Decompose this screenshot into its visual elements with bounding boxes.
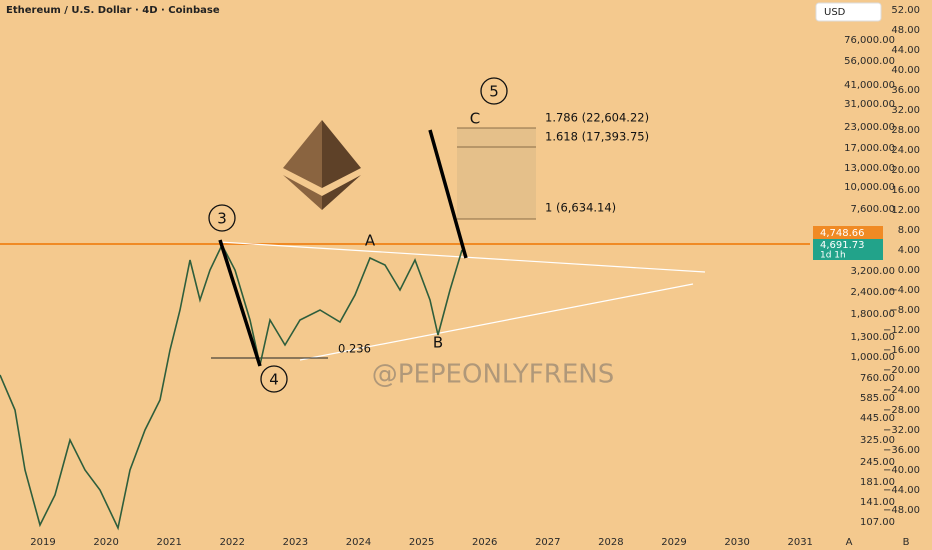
percent-axis-label: 28.00 xyxy=(891,125,920,136)
percent-axis-label: 36.00 xyxy=(891,85,920,96)
axis-button: B xyxy=(903,537,910,548)
countdown: 1d 1h xyxy=(820,251,846,261)
percent-axis-label: −48.00 xyxy=(883,505,920,516)
time-axis-label: 2031 xyxy=(787,537,812,548)
fib-label: 1.618 (17,393.75) xyxy=(545,130,649,144)
percent-axis-label: −24.00 xyxy=(883,385,920,396)
triangle-top xyxy=(219,241,706,273)
last-price: 4,691.73 xyxy=(820,240,865,251)
percent-axis-label: −32.00 xyxy=(883,425,920,436)
percent-axis-label: −12.00 xyxy=(883,325,920,336)
marker-price: 4,748.66 xyxy=(820,228,865,239)
price-axis-label: 31,000.00 xyxy=(844,99,895,110)
price-axis-label: 2,400.00 xyxy=(850,287,895,298)
percent-axis-label: −8.00 xyxy=(889,305,920,316)
price-axis-label: 13,000.00 xyxy=(844,163,895,174)
time-axis-label: 2024 xyxy=(346,537,371,548)
marker-tag xyxy=(813,226,883,239)
price-axis-label: 3,200.00 xyxy=(850,266,895,277)
price-axis-label: 17,000.00 xyxy=(844,143,895,154)
eth-logo xyxy=(283,120,361,210)
percent-axis-label: 16.00 xyxy=(891,185,920,196)
axis-button: A xyxy=(846,537,853,548)
wave-line xyxy=(218,239,262,367)
wave-label: 3 xyxy=(217,210,227,228)
wave-label: 5 xyxy=(489,83,499,101)
price-axis-label: 41,000.00 xyxy=(844,80,895,91)
time-axis-label: 2019 xyxy=(30,537,55,548)
price-axis-label: 1,800.00 xyxy=(850,309,895,320)
currency-label[interactable]: USD xyxy=(824,7,846,18)
price-axis-label: 23,000.00 xyxy=(844,122,895,133)
wave-circles xyxy=(208,77,508,393)
price-axis-label: 141.00 xyxy=(860,497,895,508)
price-axis-label: 56,000.00 xyxy=(844,56,895,67)
price-axis-label: 585.00 xyxy=(860,393,895,404)
time-axis-label: 2025 xyxy=(409,537,434,548)
fib-label: 0.236 xyxy=(338,342,371,356)
watermark: @PEPEONLYFRENS xyxy=(372,360,614,390)
point-label: A xyxy=(365,232,376,250)
percent-axis-label: 52.00 xyxy=(891,5,920,16)
percent-axis-label: −36.00 xyxy=(883,445,920,456)
price-axis-label: 245.00 xyxy=(860,457,895,468)
percent-axis-label: 32.00 xyxy=(891,105,920,116)
percent-axis-label: 48.00 xyxy=(891,25,920,36)
percent-axis-label: −16.00 xyxy=(883,345,920,356)
wave-line xyxy=(428,129,468,259)
symbol-title: Ethereum / U.S. Dollar · 4D · Coinbase xyxy=(6,5,220,16)
price-axis-label: 7,600.00 xyxy=(850,204,895,215)
percent-axis-label: 40.00 xyxy=(891,65,920,76)
fib-lines xyxy=(457,127,536,220)
percent-axis-label: 20.00 xyxy=(891,165,920,176)
price-axis-label: 445.00 xyxy=(860,413,895,424)
price-axis-label: 1,300.00 xyxy=(850,332,895,343)
percent-axis-label: −4.00 xyxy=(889,285,920,296)
percent-axis-label: −28.00 xyxy=(883,405,920,416)
price-axis-label: 76,000.00 xyxy=(844,35,895,46)
time-axis-label: 2027 xyxy=(535,537,560,548)
time-axis-label: 2030 xyxy=(724,537,749,548)
percent-axis-label: 0.00 xyxy=(898,265,920,276)
price-axis-label: 107.00 xyxy=(860,517,895,528)
time-axis-label: 2020 xyxy=(93,537,118,548)
time-axis-label: 2023 xyxy=(283,537,308,548)
time-axis-label: 2021 xyxy=(156,537,181,548)
price-axis-label: 10,000.00 xyxy=(844,182,895,193)
fib-zone xyxy=(457,128,536,219)
time-axis-label: 2028 xyxy=(598,537,623,548)
percent-axis-label: 24.00 xyxy=(891,145,920,156)
time-axis-label: 2022 xyxy=(220,537,245,548)
fib-label: 1.786 (22,604.22) xyxy=(545,111,649,125)
fib-label: 1 (6,634.14) xyxy=(545,201,616,215)
time-axis-label: 2026 xyxy=(472,537,497,548)
price-axis-label: 325.00 xyxy=(860,435,895,446)
percent-axis-label: 8.00 xyxy=(898,225,920,236)
percent-axis-label: 4.00 xyxy=(898,245,920,256)
percent-axis-label: −44.00 xyxy=(883,485,920,496)
percent-axis-label: 12.00 xyxy=(891,205,920,216)
point-label: C xyxy=(470,110,480,128)
time-axis-label: 2029 xyxy=(661,537,686,548)
percent-axis-label: −20.00 xyxy=(883,365,920,376)
percent-axis-label: −40.00 xyxy=(883,465,920,476)
point-label: B xyxy=(433,334,443,352)
price-axis-label: 181.00 xyxy=(860,477,895,488)
currency-button[interactable] xyxy=(815,2,882,22)
price-axis-label: 1,000.00 xyxy=(850,352,895,363)
triangle-bottom xyxy=(299,283,694,361)
price-axis-label: 760.00 xyxy=(860,373,895,384)
last-tag xyxy=(813,239,883,260)
percent-axis-label: 44.00 xyxy=(891,45,920,56)
wave-label: 4 xyxy=(269,371,279,389)
